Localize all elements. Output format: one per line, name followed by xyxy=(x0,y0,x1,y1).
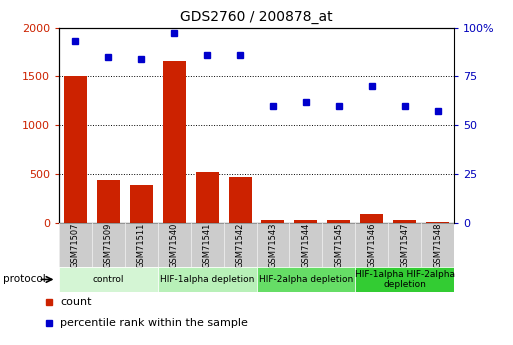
Text: GSM71545: GSM71545 xyxy=(334,222,343,268)
Bar xyxy=(224,223,256,267)
Bar xyxy=(163,61,186,223)
Text: HIF-2alpha depletion: HIF-2alpha depletion xyxy=(259,275,353,284)
Text: GSM71544: GSM71544 xyxy=(301,222,310,268)
Text: GSM71548: GSM71548 xyxy=(433,222,442,268)
Text: control: control xyxy=(93,275,124,284)
Bar xyxy=(262,220,285,223)
Bar xyxy=(360,214,383,223)
Bar xyxy=(191,223,224,267)
Text: GSM71540: GSM71540 xyxy=(170,222,179,268)
Bar xyxy=(228,177,251,223)
Bar xyxy=(327,220,350,223)
Bar xyxy=(158,267,256,292)
Text: GSM71546: GSM71546 xyxy=(367,222,376,268)
Bar xyxy=(195,172,219,223)
Bar xyxy=(426,221,449,223)
Text: protocol: protocol xyxy=(3,275,45,284)
Bar xyxy=(421,223,454,267)
Text: count: count xyxy=(60,297,91,307)
Bar xyxy=(64,76,87,223)
Bar xyxy=(125,223,158,267)
Text: percentile rank within the sample: percentile rank within the sample xyxy=(60,318,248,328)
Text: GSM71542: GSM71542 xyxy=(235,222,245,268)
Text: GSM71543: GSM71543 xyxy=(268,222,278,268)
Bar xyxy=(393,220,416,223)
Bar xyxy=(256,267,355,292)
Bar xyxy=(158,223,191,267)
Text: GSM71509: GSM71509 xyxy=(104,222,113,268)
Text: GSM71541: GSM71541 xyxy=(203,222,212,268)
Bar xyxy=(256,223,289,267)
Bar xyxy=(59,223,92,267)
Bar xyxy=(130,186,153,223)
Bar xyxy=(388,223,421,267)
Text: GSM71511: GSM71511 xyxy=(137,222,146,268)
Text: HIF-1alpha HIF-2alpha
depletion: HIF-1alpha HIF-2alpha depletion xyxy=(354,270,455,289)
Bar xyxy=(59,267,158,292)
Bar xyxy=(289,223,322,267)
Bar xyxy=(97,180,120,223)
Bar xyxy=(294,220,318,223)
Bar xyxy=(92,223,125,267)
Bar xyxy=(355,223,388,267)
Title: GDS2760 / 200878_at: GDS2760 / 200878_at xyxy=(180,10,333,24)
Text: GSM71507: GSM71507 xyxy=(71,222,80,268)
Text: GSM71547: GSM71547 xyxy=(400,222,409,268)
Bar xyxy=(355,267,454,292)
Bar xyxy=(322,223,355,267)
Text: HIF-1alpha depletion: HIF-1alpha depletion xyxy=(160,275,254,284)
